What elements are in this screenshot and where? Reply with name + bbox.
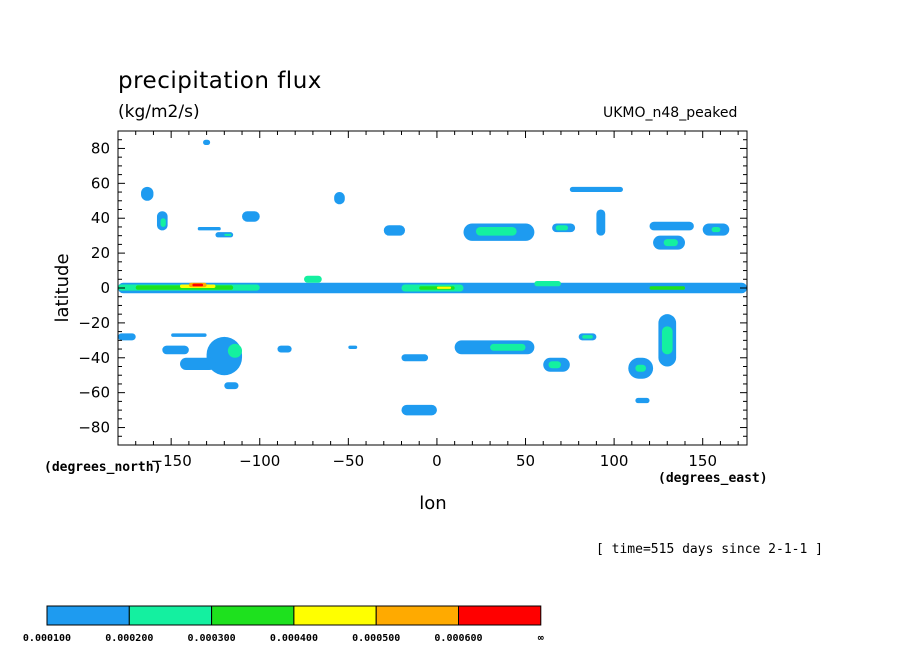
y-tick-label: −60 xyxy=(78,384,110,402)
legend-level-label: 0.000300 xyxy=(188,633,236,644)
contour-region-18 xyxy=(197,226,221,231)
contour-region-52 xyxy=(635,364,647,372)
contour-region-21 xyxy=(383,225,406,236)
contour-region-23 xyxy=(475,226,517,236)
y-tick-label: −80 xyxy=(78,419,110,437)
contour-region-10 xyxy=(534,281,561,287)
legend-level-label: 0.000500 xyxy=(352,633,400,644)
chart-title: precipitation flux xyxy=(118,68,322,94)
contour-region-44 xyxy=(490,343,526,351)
legend-level-label: 0.000600 xyxy=(434,633,482,644)
contour-region-9 xyxy=(436,286,452,289)
contour-region-54 xyxy=(401,404,437,416)
y-tick-label: −40 xyxy=(78,349,110,367)
y-tick-label: 0 xyxy=(100,279,110,297)
contour-region-33 xyxy=(118,333,136,341)
contour-region-27 xyxy=(596,209,606,236)
contour-region-50 xyxy=(661,326,673,355)
contour-region-28 xyxy=(649,221,694,231)
contour-region-42 xyxy=(401,354,429,362)
y-axis-label: latitude xyxy=(52,253,73,322)
y-tick-label: −20 xyxy=(78,314,110,332)
contour-region-11 xyxy=(649,286,685,290)
y-tick-label: 20 xyxy=(91,244,110,262)
contour-region-34 xyxy=(171,333,207,337)
contour-region-48 xyxy=(548,361,561,369)
legend-swatch-3 xyxy=(293,605,377,626)
legend-level-label: 0.000100 xyxy=(23,633,71,644)
legend-level-label: 0.000200 xyxy=(105,633,153,644)
y-tick-label: 40 xyxy=(91,209,110,227)
contour-region-25 xyxy=(555,225,569,231)
legend-level-label: 0.000400 xyxy=(270,633,318,644)
x-units-label: (degrees_east) xyxy=(658,471,768,486)
contour-region-5 xyxy=(192,283,204,287)
contour-region-36 xyxy=(227,343,243,358)
contour-region-30 xyxy=(663,239,678,247)
legend-swatch-0 xyxy=(46,605,130,626)
contour-region-26 xyxy=(569,186,623,193)
y-tick-label: 60 xyxy=(91,174,110,192)
contour-region-6 xyxy=(304,275,322,283)
x-tick-label: −150 xyxy=(151,452,192,470)
contour-region-20 xyxy=(334,192,345,205)
x-tick-label: −100 xyxy=(239,452,280,470)
x-tick-label: 150 xyxy=(688,452,717,470)
y-tick-label: 80 xyxy=(91,139,110,157)
x-tick-label: 50 xyxy=(516,452,535,470)
legend-swatch-5 xyxy=(458,605,542,626)
contour-region-46 xyxy=(582,335,593,339)
x-axis-label: lon xyxy=(419,493,446,514)
contour-region-38 xyxy=(180,357,216,370)
legend-level-label: ∞ xyxy=(538,633,544,644)
x-tick-label: 0 xyxy=(432,452,442,470)
contour-region-14 xyxy=(160,218,166,227)
contour-region-19 xyxy=(203,139,211,145)
legend-swatch-2 xyxy=(211,605,295,626)
contour-region-53 xyxy=(635,397,650,404)
contour-region-16 xyxy=(215,232,234,238)
contour-region-12 xyxy=(141,186,154,201)
chart-units: (kg/m2/s) xyxy=(118,102,200,122)
x-tick-label: −50 xyxy=(333,452,365,470)
contour-region-39 xyxy=(224,382,239,390)
contour-region-15 xyxy=(242,211,260,222)
contour-region-17 xyxy=(224,233,232,236)
model-label: UKMO_n48_peaked xyxy=(603,105,738,121)
contour-region-32 xyxy=(711,226,721,233)
x-tick-label: 100 xyxy=(600,452,629,470)
time-label: [ time=515 days since 2-1-1 ] xyxy=(596,542,823,557)
contour-region-40 xyxy=(277,345,292,353)
y-units-label: (degrees_north) xyxy=(44,460,162,475)
contour-region-41 xyxy=(348,345,358,350)
legend-swatch-1 xyxy=(128,605,213,626)
contour-region-37 xyxy=(162,345,189,355)
legend-swatch-4 xyxy=(375,605,460,626)
